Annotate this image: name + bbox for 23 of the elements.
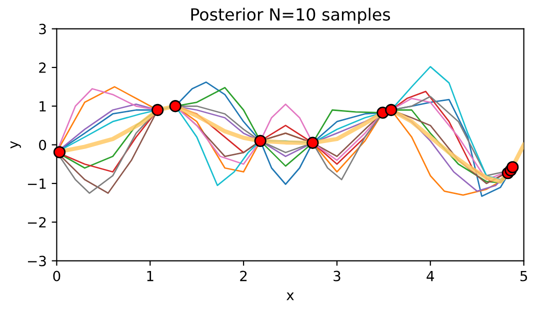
x-axis-title: x — [286, 292, 294, 300]
x-tick-label: 5 — [520, 270, 528, 282]
point — [254, 134, 266, 148]
y-axis-title: y — [10, 141, 21, 148]
y-tick-label: 1 — [40, 101, 46, 112]
point — [152, 104, 164, 116]
point — [385, 104, 398, 116]
x-tick-label: 2 — [240, 270, 247, 282]
x-tick-label: 0 — [53, 270, 60, 282]
point — [506, 161, 519, 174]
point — [306, 136, 319, 149]
x-tick-label: 4 — [426, 270, 434, 282]
y-tick-label: −1 — [28, 178, 46, 189]
x-tick-label: 1 — [147, 270, 154, 282]
point — [169, 100, 182, 112]
y-tick-label: 0 — [39, 140, 46, 150]
chart-title: Posterior N=10 samples — [191, 8, 390, 24]
y-tick-label: −3 — [28, 256, 46, 266]
y-tick-label: 2 — [39, 62, 46, 73]
point — [53, 146, 66, 158]
y-tick-label: 3 — [39, 24, 46, 34]
y-tick-label: −2 — [28, 217, 46, 228]
x-tick-label: 3 — [334, 270, 340, 282]
